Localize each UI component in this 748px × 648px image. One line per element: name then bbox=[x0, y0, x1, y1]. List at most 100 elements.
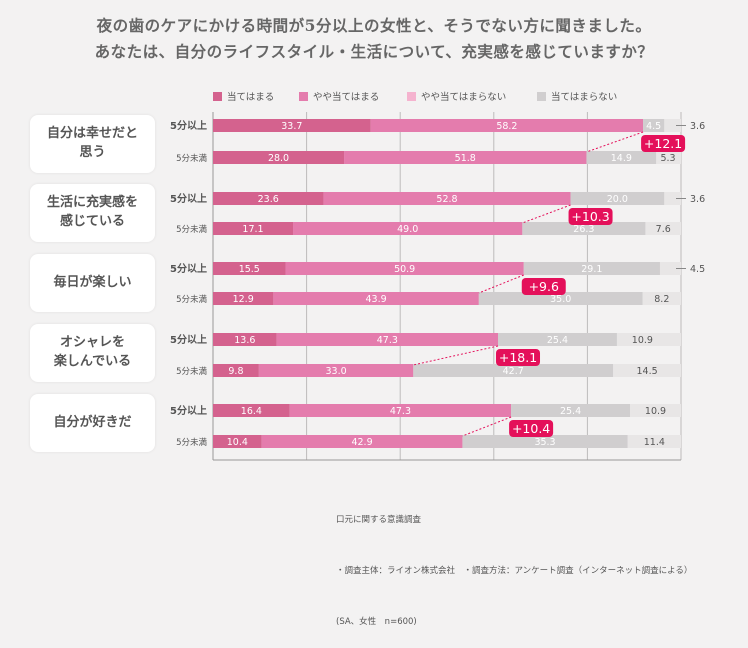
diff-badge-4 bbox=[496, 349, 541, 366]
bar-5-1-seg-3 bbox=[511, 404, 630, 417]
bar-2-1-seg-3 bbox=[570, 192, 665, 205]
value-label-3-1-4: 4.5 bbox=[690, 264, 705, 275]
value-label-4-1-1: 13.6 bbox=[234, 335, 255, 346]
row-label-5-2: 5分未満 bbox=[176, 437, 207, 448]
row-label-4-1: 5分以上 bbox=[170, 333, 207, 346]
legend-label-1: 当てはまる bbox=[227, 92, 275, 103]
value-label-2-2-4: 7.6 bbox=[656, 224, 671, 235]
value-label-2-2-3: 26.3 bbox=[573, 224, 594, 235]
category-label-4: オシャレを 楽しんでいる bbox=[53, 335, 132, 369]
value-label-1-1-1: 33.7 bbox=[281, 121, 302, 132]
bar-3-1-seg-2 bbox=[285, 262, 524, 275]
value-label-1-1-2: 58.2 bbox=[496, 121, 517, 132]
value-label-4-2-2: 33.0 bbox=[326, 366, 347, 377]
value-label-3-2-1: 12.9 bbox=[233, 294, 254, 305]
value-label-3-2-2: 43.9 bbox=[366, 294, 387, 305]
value-label-2-2-1: 17.1 bbox=[242, 224, 263, 235]
bar-1-1-seg-3 bbox=[643, 119, 665, 132]
value-label-4-2-3: 42.7 bbox=[503, 366, 524, 377]
value-label-1-2-3: 14.9 bbox=[611, 153, 632, 164]
value-label-4-2-4: 14.5 bbox=[636, 366, 657, 377]
value-label-3-2-4: 8.2 bbox=[654, 294, 669, 305]
bar-3-2-seg-3 bbox=[478, 292, 643, 305]
bar-5-2-seg-4 bbox=[627, 435, 681, 448]
bar-1-1-seg-1 bbox=[213, 119, 371, 132]
category-label-1: 自分は幸せだと 思う bbox=[46, 126, 138, 160]
value-label-3-1-1: 15.5 bbox=[239, 264, 260, 275]
diff-connector-3 bbox=[478, 274, 524, 294]
value-label-4-1-2: 47.3 bbox=[377, 335, 398, 346]
diff-connector-4 bbox=[413, 345, 499, 366]
source-line-2: ・調査主体：ライオン株式会社 ・調査方法：アンケート調査（インターネット調査によ… bbox=[336, 566, 693, 576]
bar-1-2-seg-4 bbox=[656, 151, 681, 164]
category-card-1: 自分は幸せだと 思う bbox=[30, 115, 155, 173]
value-label-1-1-3: 4.5 bbox=[646, 121, 661, 132]
diff-badge-label-5: +10.4 bbox=[512, 421, 550, 436]
value-label-5-1-3: 25.4 bbox=[560, 406, 581, 417]
row-label-2-2: 5分未満 bbox=[176, 224, 207, 235]
bar-4-1-seg-3 bbox=[498, 333, 617, 346]
bar-1-1-seg-2 bbox=[370, 119, 644, 132]
bar-3-2-seg-2 bbox=[273, 292, 479, 305]
source-note: 口元に関する意識調査 ・調査主体：ライオン株式会社 ・調査方法：アンケート調査（… bbox=[336, 478, 692, 648]
legend-item-2: やや当てはまる bbox=[299, 89, 379, 103]
value-label-5-2-2: 42.9 bbox=[351, 437, 372, 448]
bar-3-1-seg-3 bbox=[523, 262, 660, 275]
value-label-2-1-4: 3.6 bbox=[690, 194, 705, 205]
row-label-4-2: 5分未満 bbox=[176, 366, 207, 377]
legend-swatch-3 bbox=[407, 92, 416, 101]
legend-swatch-1 bbox=[213, 92, 222, 101]
row-label-1-2: 5分未満 bbox=[176, 153, 207, 164]
value-label-1-2-1: 28.0 bbox=[268, 153, 289, 164]
value-label-1-2-4: 5.3 bbox=[660, 153, 675, 164]
bar-3-2-seg-4 bbox=[642, 292, 681, 305]
category-card-3: 毎日が楽しい bbox=[30, 254, 155, 312]
category-label-3: 毎日が楽しい bbox=[53, 274, 132, 290]
value-label-2-1-2: 52.8 bbox=[436, 194, 457, 205]
diff-badge-label-4: +18.1 bbox=[499, 350, 537, 365]
bar-5-1-seg-2 bbox=[289, 404, 512, 417]
legend-label-4: 当てはまらない bbox=[551, 92, 618, 103]
stacked-bar-chart: 5分以上 33.7 58.2 4.5 3.6 5分未満 28.0 51.8 14.9 5.3 +12… bbox=[170, 112, 705, 461]
bar-2-2-seg-2 bbox=[293, 222, 523, 235]
bar-4-2-seg-2 bbox=[258, 364, 414, 377]
value-label-3-1-2: 50.9 bbox=[394, 264, 415, 275]
value-label-2-1-1: 23.6 bbox=[258, 194, 279, 205]
diff-badge-1 bbox=[641, 135, 686, 152]
category-card-2: 生活に充実感を 感じている bbox=[30, 184, 155, 242]
value-label-2-2-2: 49.0 bbox=[397, 224, 418, 235]
bar-5-2-seg-1 bbox=[213, 435, 262, 448]
bar-2-2-seg-4 bbox=[645, 222, 681, 235]
source-line-1: 口元に関する意識調査 bbox=[336, 515, 422, 525]
value-label-5-1-2: 47.3 bbox=[390, 406, 411, 417]
legend-label-2: やや当てはまる bbox=[313, 92, 380, 103]
bar-4-1-seg-1 bbox=[213, 333, 277, 346]
bar-5-2-seg-3 bbox=[462, 435, 628, 448]
value-label-3-2-3: 35.0 bbox=[550, 294, 571, 305]
category-card-4: オシャレを 楽しんでいる bbox=[30, 324, 155, 382]
diff-badge-label-2: +10.3 bbox=[571, 209, 609, 224]
bar-1-2-seg-1 bbox=[213, 151, 345, 164]
value-label-2-1-3: 20.0 bbox=[607, 194, 628, 205]
diff-badge-label-1: +12.1 bbox=[644, 136, 682, 151]
legend-item-1: 当てはまる bbox=[213, 89, 274, 103]
bar-5-2-seg-2 bbox=[261, 435, 463, 448]
legend-swatch-2 bbox=[299, 92, 308, 101]
value-label-1-2-2: 51.8 bbox=[455, 153, 476, 164]
value-label-5-2-4: 11.4 bbox=[644, 437, 665, 448]
legend-label-3: やや当てはまらない bbox=[421, 92, 507, 103]
bar-2-2-seg-1 bbox=[213, 222, 294, 235]
bar-2-1-seg-2 bbox=[323, 192, 571, 205]
bar-2-1-seg-1 bbox=[213, 192, 324, 205]
bar-4-1-seg-2 bbox=[276, 333, 499, 346]
row-label-3-2: 5分未満 bbox=[176, 294, 207, 305]
chart-subtitle: あなたは、自分のライフスタイル・生活について、充実感を感じていますか？ bbox=[94, 42, 654, 61]
chart-title: 夜の歯のケアにかける時間が5分以上の女性と、そうでない方に聞きました。 bbox=[96, 16, 652, 35]
value-label-3-1-3: 29.1 bbox=[581, 264, 602, 275]
diff-badge-5 bbox=[509, 420, 554, 437]
bar-1-2-seg-3 bbox=[586, 151, 657, 164]
category-label-2: 生活に充実感を 感じている bbox=[46, 195, 138, 229]
row-label-5-1: 5分以上 bbox=[170, 404, 207, 417]
category-card-5: 自分が好きだ bbox=[30, 394, 155, 452]
row-label-3-1: 5分以上 bbox=[170, 262, 207, 275]
